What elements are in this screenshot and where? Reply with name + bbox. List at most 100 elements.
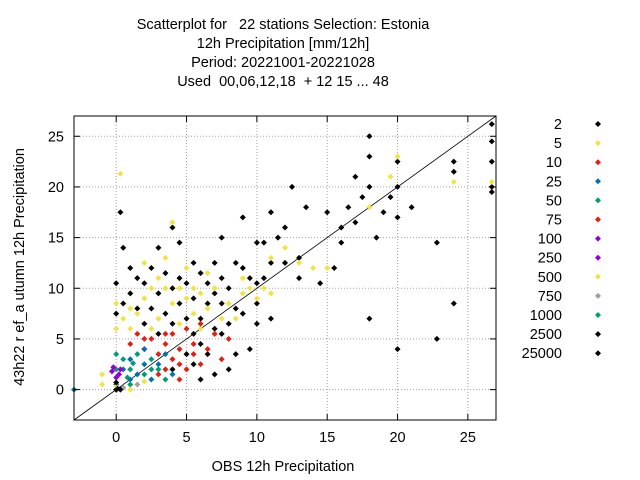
data-point: [218, 330, 225, 337]
y-tick-label: 5: [56, 332, 64, 348]
data-point: [162, 285, 169, 292]
data-point: [317, 280, 324, 287]
legend-marker: [595, 235, 601, 242]
data-point: [239, 310, 246, 317]
data-point: [120, 315, 127, 322]
data-point: [282, 224, 288, 231]
data-point: [176, 275, 183, 282]
legend-label: 2500: [530, 327, 562, 343]
data-point: [162, 254, 169, 261]
data-point: [134, 381, 141, 388]
data-point: [450, 300, 457, 307]
data-point: [183, 315, 190, 322]
data-point: [218, 315, 225, 322]
data-point: [366, 133, 373, 140]
data-point: [183, 280, 190, 287]
legend-label: 500: [538, 270, 562, 286]
data-point: [183, 265, 190, 271]
data-point: [155, 315, 162, 322]
data-point: [197, 325, 204, 332]
data-point: [380, 209, 387, 216]
data-point: [197, 315, 204, 322]
data-point: [141, 295, 148, 302]
data-point: [120, 356, 127, 363]
series-2: [113, 121, 495, 393]
data-point: [267, 259, 274, 266]
data-point: [331, 265, 338, 271]
data-point: [99, 381, 106, 388]
data-point: [148, 325, 155, 332]
data-point: [176, 361, 183, 368]
data-point: [239, 290, 246, 297]
data-point: [134, 351, 141, 358]
data-point: [162, 270, 169, 277]
legend-entry: 2: [554, 117, 601, 133]
data-point: [433, 335, 440, 342]
title-line-2: 12h Precipitation [mm/12h]: [196, 36, 370, 52]
data-point: [433, 239, 440, 246]
data-point: [141, 320, 148, 327]
data-point: [134, 275, 141, 282]
data-point: [450, 178, 457, 185]
data-point: [324, 209, 331, 216]
data-point: [218, 356, 225, 363]
data-point: [127, 290, 134, 297]
data-point: [190, 259, 197, 266]
legend-entry: 500: [538, 270, 601, 286]
data-point: [260, 275, 267, 282]
data-point: [204, 351, 211, 358]
data-point: [488, 138, 495, 145]
one-to-one-line: [73, 115, 497, 421]
data-point: [176, 300, 183, 307]
legend-marker: [595, 121, 601, 127]
legend-label: 1000: [530, 308, 562, 324]
data-points: [71, 121, 495, 393]
data-point: [127, 265, 134, 271]
data-point: [134, 371, 141, 378]
title-line-1: Scatterplot for 22 stations Selection: E…: [136, 17, 430, 33]
legend-marker: [595, 178, 601, 185]
data-point: [373, 234, 380, 241]
data-point: [113, 325, 120, 332]
data-point: [155, 351, 162, 358]
data-point: [289, 183, 296, 190]
series-5: [99, 153, 495, 388]
data-point: [267, 209, 274, 216]
data-point: [218, 234, 225, 241]
series-75: [141, 330, 197, 368]
y-tick-label: 15: [48, 231, 64, 247]
data-point: [232, 315, 239, 322]
data-point: [190, 330, 197, 337]
data-point: [155, 361, 162, 368]
data-point: [176, 239, 183, 246]
data-point: [134, 310, 141, 317]
data-point: [197, 320, 204, 327]
data-point: [253, 239, 260, 246]
data-point: [211, 259, 218, 266]
data-point: [113, 310, 120, 317]
data-point: [218, 300, 225, 307]
data-point: [488, 121, 495, 128]
data-point: [338, 239, 345, 246]
data-point: [324, 265, 331, 271]
data-point: [274, 234, 281, 241]
legend-marker: [595, 140, 601, 147]
data-point: [114, 385, 121, 392]
data-point: [394, 346, 401, 353]
data-point: [127, 381, 134, 388]
legend-entry: 100: [538, 232, 601, 248]
data-point: [232, 351, 239, 358]
legend-entry: 750: [538, 289, 601, 305]
data-point: [282, 259, 288, 266]
data-point: [176, 320, 183, 327]
data-point: [190, 351, 197, 358]
x-axis-label: OBS 12h Precipitation: [212, 459, 355, 475]
data-point: [155, 371, 162, 378]
data-point: [387, 194, 394, 201]
data-point: [110, 364, 117, 371]
data-point: [211, 325, 218, 332]
data-point: [450, 168, 457, 175]
data-point: [260, 239, 267, 246]
y-axis-label: 43h22 r ef_a utumn 12h Precipitation: [12, 148, 28, 386]
title-line-3: Period: 20221001-20221028: [191, 55, 375, 71]
